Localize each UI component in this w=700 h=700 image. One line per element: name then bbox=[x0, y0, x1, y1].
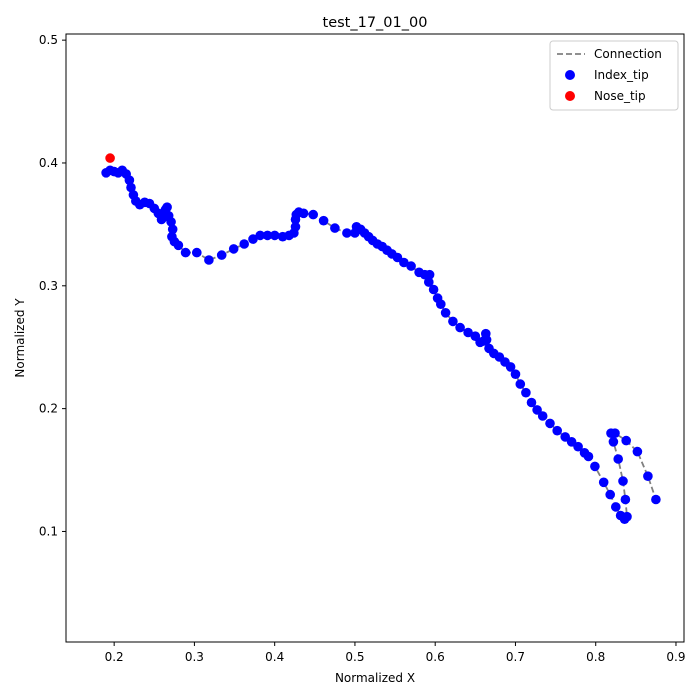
legend-index-tip-swatch bbox=[565, 70, 575, 80]
index-tip-point bbox=[608, 437, 619, 447]
index-tip-point bbox=[566, 437, 577, 447]
index-tip-point bbox=[613, 454, 623, 464]
index-tip-point bbox=[521, 387, 531, 398]
index-tip-point bbox=[573, 441, 583, 452]
index-tip-point bbox=[162, 202, 172, 212]
index-tip-point bbox=[166, 217, 176, 227]
index-tip-point bbox=[192, 247, 202, 258]
index-tip-point bbox=[298, 208, 309, 219]
index-tip-point bbox=[342, 228, 352, 238]
x-tick-label: 0.8 bbox=[586, 650, 605, 664]
y-tick-label: 0.3 bbox=[39, 279, 58, 293]
index-tip-point bbox=[448, 316, 458, 327]
legend-label-index-tip: Index_tip bbox=[594, 68, 649, 82]
index-tip-point bbox=[424, 277, 434, 287]
index-tip-point bbox=[436, 299, 446, 310]
index-tip-point bbox=[440, 308, 451, 318]
legend: Connection Index_tip Nose_tip bbox=[549, 40, 679, 111]
index-tip-point bbox=[537, 411, 548, 421]
index-tip-point bbox=[204, 255, 214, 265]
index-tip-point bbox=[262, 230, 273, 241]
x-tick-label: 0.6 bbox=[426, 650, 445, 664]
index-tip-point bbox=[620, 494, 631, 505]
index-tip-point bbox=[239, 239, 249, 249]
chart-title: test_17_01_00 bbox=[323, 15, 428, 31]
index-tip-point bbox=[515, 379, 526, 389]
index-tip-point bbox=[399, 257, 409, 268]
index-tip-point bbox=[255, 230, 265, 241]
index-tip-point bbox=[618, 476, 628, 486]
y-axis-label: Normalized Y bbox=[13, 298, 27, 378]
x-tick-label: 0.2 bbox=[105, 650, 124, 664]
index-tip-point bbox=[590, 461, 600, 472]
index-tip-point bbox=[124, 175, 135, 185]
index-tip-point bbox=[330, 223, 340, 233]
index-tip-point bbox=[228, 244, 239, 254]
index-tip-point bbox=[598, 477, 609, 488]
index-tip-point bbox=[318, 215, 329, 226]
plot-frame bbox=[65, 33, 685, 643]
index-tip-point bbox=[180, 247, 191, 258]
y-axis: 0.1 0.2 0.3 0.4 0.5 bbox=[39, 33, 66, 538]
index-tip-point bbox=[463, 327, 473, 338]
index-tip-point bbox=[126, 182, 136, 193]
index-tip-point bbox=[424, 269, 435, 280]
index-tip-point bbox=[481, 335, 492, 345]
y-tick-label: 0.5 bbox=[39, 33, 58, 47]
x-axis-label: Normalized X bbox=[335, 671, 415, 685]
points-layer bbox=[101, 153, 661, 524]
index-tip-point bbox=[216, 250, 227, 260]
index-tip-point bbox=[632, 446, 643, 457]
y-tick-label: 0.1 bbox=[39, 524, 58, 538]
index-tip-point bbox=[510, 369, 521, 380]
index-tip-point bbox=[526, 397, 537, 408]
index-tip-point bbox=[167, 224, 178, 235]
index-tip-point bbox=[269, 230, 280, 241]
x-tick-label: 0.9 bbox=[666, 650, 685, 664]
index-tip-point bbox=[622, 511, 632, 522]
index-tip-point bbox=[532, 405, 542, 415]
index-tip-point bbox=[651, 494, 661, 505]
index-tip-point bbox=[428, 284, 439, 295]
y-tick-label: 0.2 bbox=[39, 402, 58, 416]
index-tip-point bbox=[605, 489, 615, 500]
legend-label-nose-tip: Nose_tip bbox=[594, 89, 646, 103]
x-tick-label: 0.5 bbox=[345, 650, 364, 664]
legend-nose-tip-swatch bbox=[565, 91, 575, 101]
index-tip-point bbox=[621, 435, 631, 446]
index-tip-point bbox=[308, 209, 319, 220]
x-tick-label: 0.3 bbox=[185, 650, 204, 664]
index-tip-point bbox=[406, 261, 416, 271]
index-tip-point bbox=[248, 234, 258, 244]
nose-tip-point bbox=[105, 153, 115, 163]
x-tick-label: 0.7 bbox=[506, 650, 525, 664]
index-tip-point bbox=[610, 428, 620, 439]
legend-label-connection: Connection bbox=[594, 47, 662, 61]
y-tick-label: 0.4 bbox=[39, 156, 58, 170]
index-tip-point bbox=[455, 322, 465, 333]
x-tick-label: 0.4 bbox=[265, 650, 284, 664]
legend-box bbox=[549, 40, 679, 111]
index-tip-point bbox=[552, 425, 562, 436]
index-tip-point bbox=[173, 240, 184, 251]
index-tip-point bbox=[643, 471, 653, 482]
index-tip-point bbox=[611, 502, 621, 512]
index-tip-point bbox=[545, 418, 555, 429]
index-tip-point bbox=[505, 362, 516, 372]
index-tip-point bbox=[290, 222, 301, 232]
index-tip-point bbox=[583, 451, 594, 462]
x-axis: 0.2 0.3 0.4 0.5 0.6 0.7 0.8 0.9 bbox=[105, 642, 686, 664]
